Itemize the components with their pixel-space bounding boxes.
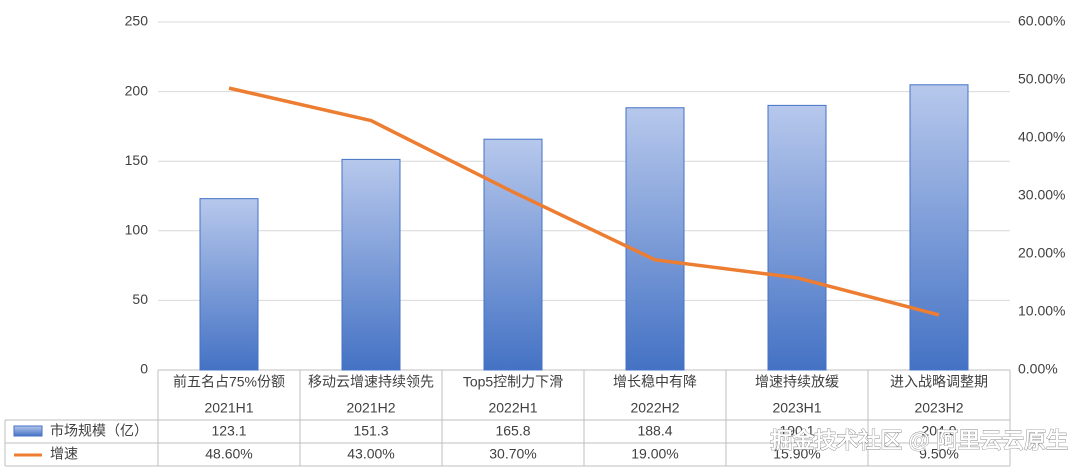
legend-label: 市场规模（亿） bbox=[50, 423, 148, 439]
table-value: 9.50% bbox=[919, 446, 959, 462]
table-value: 30.70% bbox=[489, 446, 536, 462]
bar bbox=[199, 198, 259, 371]
table-value: 151.3 bbox=[353, 423, 388, 439]
y-tick-label: 0 bbox=[140, 361, 148, 377]
y-tick-label: 250 bbox=[125, 13, 149, 29]
labels: 0 50 100 150 200 250 0.00% 10.00% 20.00% 30.00% 40… bbox=[13, 13, 1065, 462]
x-tick-label: 2022H1 bbox=[488, 400, 537, 416]
table-value: 204.9 bbox=[921, 423, 956, 439]
y2-tick-label: 20.00% bbox=[1018, 245, 1065, 261]
table-value: 188.4 bbox=[637, 423, 672, 439]
y2-tick-label: 60.00% bbox=[1018, 13, 1065, 29]
y2-tick-label: 50.00% bbox=[1018, 71, 1065, 87]
y-tick-label: 50 bbox=[132, 291, 148, 307]
y-tick-label: 100 bbox=[125, 222, 149, 238]
table-value: 123.1 bbox=[211, 423, 246, 439]
bar bbox=[625, 107, 685, 371]
y-tick-label: 150 bbox=[125, 152, 149, 168]
bar bbox=[483, 138, 543, 371]
x-tick-label: 2021H2 bbox=[346, 400, 395, 416]
grid bbox=[4, 21, 1011, 467]
bar bbox=[909, 84, 969, 371]
legend-label: 增速 bbox=[50, 446, 78, 462]
table-value: 19.00% bbox=[631, 446, 678, 462]
category-note: 增速持续放缓 bbox=[755, 374, 839, 390]
table-value: 43.00% bbox=[347, 446, 394, 462]
marks bbox=[199, 84, 969, 371]
table-value: 165.8 bbox=[495, 423, 530, 439]
y2-tick-label: 10.00% bbox=[1018, 303, 1065, 319]
watermark: 掘金技术社区 @ 阿里云云原生 bbox=[770, 428, 1068, 453]
category-note: 前五名占75%份额 bbox=[173, 374, 285, 390]
table-value: 190.1 bbox=[779, 423, 814, 439]
legend-swatch bbox=[13, 425, 43, 437]
y2-tick-label: 40.00% bbox=[1018, 129, 1065, 145]
table-value: 48.60% bbox=[205, 446, 252, 462]
bar bbox=[341, 158, 401, 371]
y2-tick-label: 0.00% bbox=[1018, 361, 1058, 377]
y2-tick-label: 30.00% bbox=[1018, 187, 1065, 203]
line bbox=[228, 86, 940, 317]
category-note: 增长稳中有降 bbox=[613, 374, 697, 390]
y-tick-label: 200 bbox=[125, 82, 149, 98]
x-tick-label: 2022H2 bbox=[630, 400, 679, 416]
x-tick-label: 2023H1 bbox=[772, 400, 821, 416]
x-tick-label: 2021H1 bbox=[204, 400, 253, 416]
category-note: Top5控制力下滑 bbox=[463, 374, 563, 390]
x-tick-label: 2023H2 bbox=[914, 400, 963, 416]
category-note: 移动云增速持续领先 bbox=[308, 374, 434, 390]
table-value: 15.90% bbox=[773, 446, 820, 462]
category-note: 进入战略调整期 bbox=[890, 374, 988, 390]
bar bbox=[767, 104, 827, 371]
